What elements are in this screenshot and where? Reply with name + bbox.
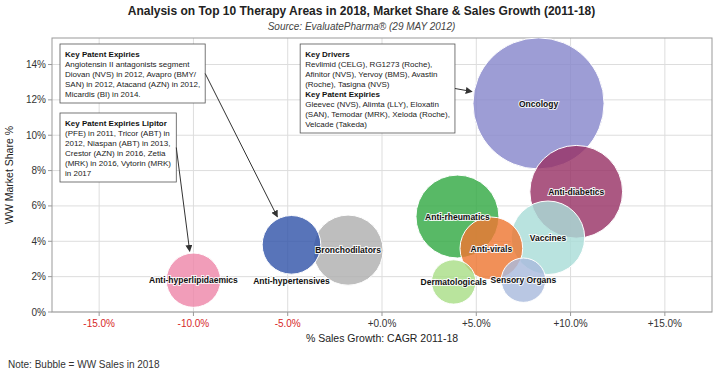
annotation-text: Angiotensin II antagonists segmentDiovan… [65,60,200,99]
annotation-line: Afinitor (NVS), Yervoy (BMS), Avastin [305,70,437,79]
tick-x [476,312,477,316]
bubble-label: Anti-rheumatics [425,212,490,222]
tick-y [48,135,52,136]
annotation-frame [300,44,455,133]
annotation-box: Key Patent Expiries Lipitor(PFE) in 2011… [60,113,176,182]
annotation-line: (PFE) in 2011, Tricor (ABT) in [65,129,170,138]
plot-frame [52,38,712,312]
annotation-line: SAN) in 2012, Atacand (AZN) in 2012, [65,80,200,89]
tick-x [99,312,100,316]
annotation-line: Crestor (AZN) in 2016, Zetia [65,149,166,158]
annotation-line: Diovan (NVS) in 2012, Avapro (BMY/ [65,70,197,79]
bubble-label: Vaccines [530,233,567,243]
tick-x [287,312,288,316]
tick-y [48,241,52,242]
annotation-heading: Key Patent Expiries [305,90,380,99]
tick-label-y: 8% [32,165,47,176]
tick-y [48,99,52,100]
annotation-line: (Roche), Tasigna (NVS) [305,80,390,89]
grid [52,38,712,312]
tick-label-y: 0% [32,307,47,318]
tick-label-y: 6% [32,200,47,211]
annotation-line: Gleevec (NVS), Alimta (LLY), Eloxatin [305,100,439,109]
annotation-arrow [176,148,189,252]
tick-label-x: -10.0% [178,318,210,329]
grid-line-x [664,38,665,312]
tick-label-y: 12% [26,94,46,105]
tick-label-y: 4% [32,236,47,247]
annotation-box: Key DriversRevlimid (CELG), RG1273 (Roch… [300,44,455,133]
bubble-label: Bronchodilators [315,245,381,255]
tick-x [570,312,571,316]
title: Analysis on Top 10 Therapy Areas in 2018… [128,4,596,18]
annotation-line: Micardis (BI) in 2014. [65,90,141,99]
tick-y [48,276,52,277]
annotation-heading: Key Patent Expiries Lipitor [65,119,167,128]
annotation-text: (PFE) in 2011, Tricor (ABT) in2012, Nias… [65,129,171,178]
annotation-line: Revlimid (CELG), RG1273 (Roche), [305,60,432,69]
annotation-line: (SAN), Temodar (MRK), Xeloda (Roche), [305,110,450,119]
tick-label-x: +10.0% [553,318,587,329]
subtitle: Source: EvaluatePharma® (29 MAY 2012) [268,21,456,32]
annotation-frame [60,113,176,182]
x-axis-label: % Sales Growth: CAGR 2011-18 [306,332,458,344]
tick-label-x: +15.0% [648,318,682,329]
annotation-frame [60,44,205,103]
tick-label-x: +0.0% [368,318,397,329]
tick-label-y: 14% [26,59,46,70]
annotation-line: in 2017 [65,169,92,178]
tick-label-x: +5.0% [462,318,491,329]
tick-label-x: -5.0% [275,318,301,329]
bubble-label: Anti-diabetics [548,187,604,197]
annotation-line: Velcade (Takeda) [305,120,367,129]
tick-x [382,312,383,316]
tick-y [48,205,52,206]
annotation-line: 2012, Niaspan (ABT) in 2013, [65,139,170,148]
bubble-label: Anti-hypertensives [253,276,330,286]
bubble-label: Dermatologicals [421,277,487,287]
annotation-arrow [205,74,277,217]
tick-x [664,312,665,316]
annotation-text: Revlimid (CELG), RG1273 (Roche),Afinitor… [305,60,437,89]
tick-y [48,170,52,171]
bubbles [166,38,622,307]
annotation-line: (MRK) in 2016, Vytorin (MRK) [65,159,171,168]
annotation-line: Angiotensin II antagonists segment [65,60,190,69]
note: Note: Bubble = WW Sales in 2018 [8,359,160,370]
bubble-label: Anti-virals [471,244,513,254]
tick-y [48,64,52,65]
tick-label-y: 2% [32,271,47,282]
annotations: Key DriversRevlimid (CELG), RG1273 (Roch… [60,44,472,251]
bubble-label: Oncology [519,99,558,109]
annotation-heading: Key Patent Expiries [65,50,140,59]
bubble [262,216,321,275]
y-axis-label: WW Market Share % [3,126,15,224]
annotation-arrow [455,89,472,92]
tick-label-y: 10% [26,130,46,141]
chart: Analysis on Top 10 Therapy Areas in 2018… [0,0,723,376]
tick-y [48,312,52,313]
bubble-label: Sensory Organs [491,275,557,285]
bubble-label: Anti-hyperlipidaemics [149,275,238,285]
tick-x [193,312,194,316]
tick-label-x: -15.0% [83,318,115,329]
bubble-labels: Oncology Anti-diabetics Anti-rheumatics Ant… [149,99,605,288]
bubble [313,215,383,285]
annotation-text: Gleevec (NVS), Alimta (LLY), Eloxatin(SA… [305,100,450,129]
annotation-heading: Key Drivers [305,50,350,59]
annotation-box: Key Patent ExpiriesAngiotensin II antago… [60,44,205,103]
